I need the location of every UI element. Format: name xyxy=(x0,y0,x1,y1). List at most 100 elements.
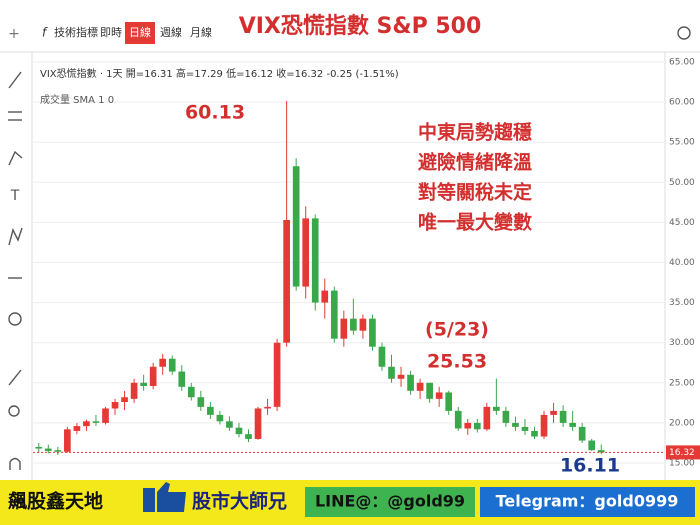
candle-body xyxy=(92,421,100,423)
zoom-icon[interactable] xyxy=(8,405,20,417)
pattern-icon[interactable] xyxy=(8,227,23,246)
last-price-box xyxy=(666,445,700,460)
y-tick-label: 60.00 xyxy=(669,98,695,108)
line-contact: LINE@：@gold99 xyxy=(315,492,465,511)
ruler-icon[interactable] xyxy=(8,369,22,386)
legend-header: VIX恐慌指數 · 1天 開=16.31 高=17.29 低=16.12 收=1… xyxy=(40,67,399,80)
candle-body xyxy=(159,358,167,367)
volume-header: 成交量 SMA 1 0 xyxy=(40,93,114,106)
candle-body xyxy=(207,406,214,415)
annotation: 中東局勢趨穩 xyxy=(418,121,532,144)
annotation: 16.11 xyxy=(560,455,620,477)
candle-body xyxy=(597,450,605,453)
annotation: 60.13 xyxy=(185,102,245,124)
y-tick-label: 15.00 xyxy=(669,459,695,469)
candle-body xyxy=(550,410,557,415)
candle-body xyxy=(254,408,262,439)
brush-icon[interactable] xyxy=(8,150,23,166)
thumb-icon xyxy=(157,482,186,512)
chart-title: VIX恐慌指數 S&P 500 xyxy=(239,13,482,39)
candle-body xyxy=(73,426,81,431)
annotation: 對等關稅未定 xyxy=(418,181,532,204)
candle-body xyxy=(397,374,405,379)
candle-body xyxy=(321,290,329,303)
candle-body xyxy=(311,218,319,303)
y-tick-label: 65.00 xyxy=(669,58,695,68)
candle-body xyxy=(216,414,224,422)
candle-body xyxy=(416,382,424,391)
candle-body xyxy=(130,382,138,399)
toolbar-item[interactable]: 月線 xyxy=(190,25,212,39)
candle-body xyxy=(359,318,367,331)
candle-body xyxy=(168,358,176,372)
candle-body xyxy=(178,371,186,387)
candle-body xyxy=(531,430,538,437)
telegram-contact: Telegram：gold0999 xyxy=(496,492,679,511)
annotation: (5/23) xyxy=(425,319,489,341)
last-price-label: 16.32 xyxy=(669,448,695,458)
candle-body xyxy=(569,422,576,427)
toolbar-item[interactable]: 即時 xyxy=(100,26,122,39)
candle-body xyxy=(302,218,310,287)
banner-brand: 飆股鑫天地 xyxy=(8,490,103,513)
y-tick-label: 55.00 xyxy=(669,138,695,148)
annotation: 唯一最大變數 xyxy=(418,211,532,234)
candle-body xyxy=(502,410,510,423)
candle-body xyxy=(245,434,252,439)
crosshair-icon[interactable]: + xyxy=(8,26,20,42)
magnet-icon[interactable] xyxy=(9,457,21,471)
candle-body xyxy=(226,421,233,428)
y-tick-label: 40.00 xyxy=(669,258,695,268)
candle-body xyxy=(44,448,52,451)
candle-body xyxy=(473,422,481,430)
candle-body xyxy=(111,402,119,409)
candle-body xyxy=(378,346,386,367)
candle-body xyxy=(426,382,433,399)
candle-body xyxy=(64,429,71,452)
candle-body xyxy=(540,414,548,437)
candle-body xyxy=(235,427,243,435)
candle-body xyxy=(140,382,147,387)
annotation: 避險情緒降溫 xyxy=(418,151,532,174)
candle-body xyxy=(273,342,281,407)
y-tick-label: 35.00 xyxy=(669,298,695,308)
candle-body xyxy=(283,219,290,343)
banner-name: 股市大師兄 xyxy=(192,490,287,513)
fx-icon[interactable]: f xyxy=(42,26,48,40)
candle-body xyxy=(493,406,500,411)
text-icon[interactable]: T xyxy=(10,188,20,204)
y-tick-label: 25.00 xyxy=(669,378,695,388)
candle-body xyxy=(121,397,128,403)
candle-body xyxy=(54,450,62,452)
candle-body xyxy=(454,410,462,429)
trend-icon[interactable] xyxy=(8,71,22,89)
candle-body xyxy=(83,421,90,427)
telegram-box xyxy=(480,487,695,517)
candle-body xyxy=(292,166,300,287)
candle-body xyxy=(512,422,519,427)
candle-body xyxy=(102,408,109,423)
candle-body xyxy=(350,318,357,331)
candle-body xyxy=(264,406,271,409)
y-tick-label: 20.00 xyxy=(669,418,695,428)
emoji-icon[interactable] xyxy=(8,312,22,326)
candle-body xyxy=(407,374,414,391)
candle-body xyxy=(578,426,586,441)
candle-body xyxy=(340,318,348,339)
thumb-icon xyxy=(143,488,155,512)
candle-body xyxy=(35,446,43,449)
y-tick-label: 30.00 xyxy=(669,338,695,348)
toolbar-item[interactable]: 週線 xyxy=(160,25,182,39)
line-box xyxy=(305,487,475,517)
sidebar-icons: T xyxy=(8,71,23,471)
candle-body xyxy=(197,397,205,407)
toolbar-item[interactable]: 日線 xyxy=(129,25,151,39)
candle-body xyxy=(369,318,376,347)
candle-body xyxy=(464,422,472,429)
settings-icon[interactable] xyxy=(677,26,691,40)
y-tick-label: 50.00 xyxy=(669,178,695,188)
toolbar-item[interactable]: 技術指標 xyxy=(54,25,98,39)
candle-body xyxy=(483,406,491,430)
candle-body xyxy=(559,410,567,423)
